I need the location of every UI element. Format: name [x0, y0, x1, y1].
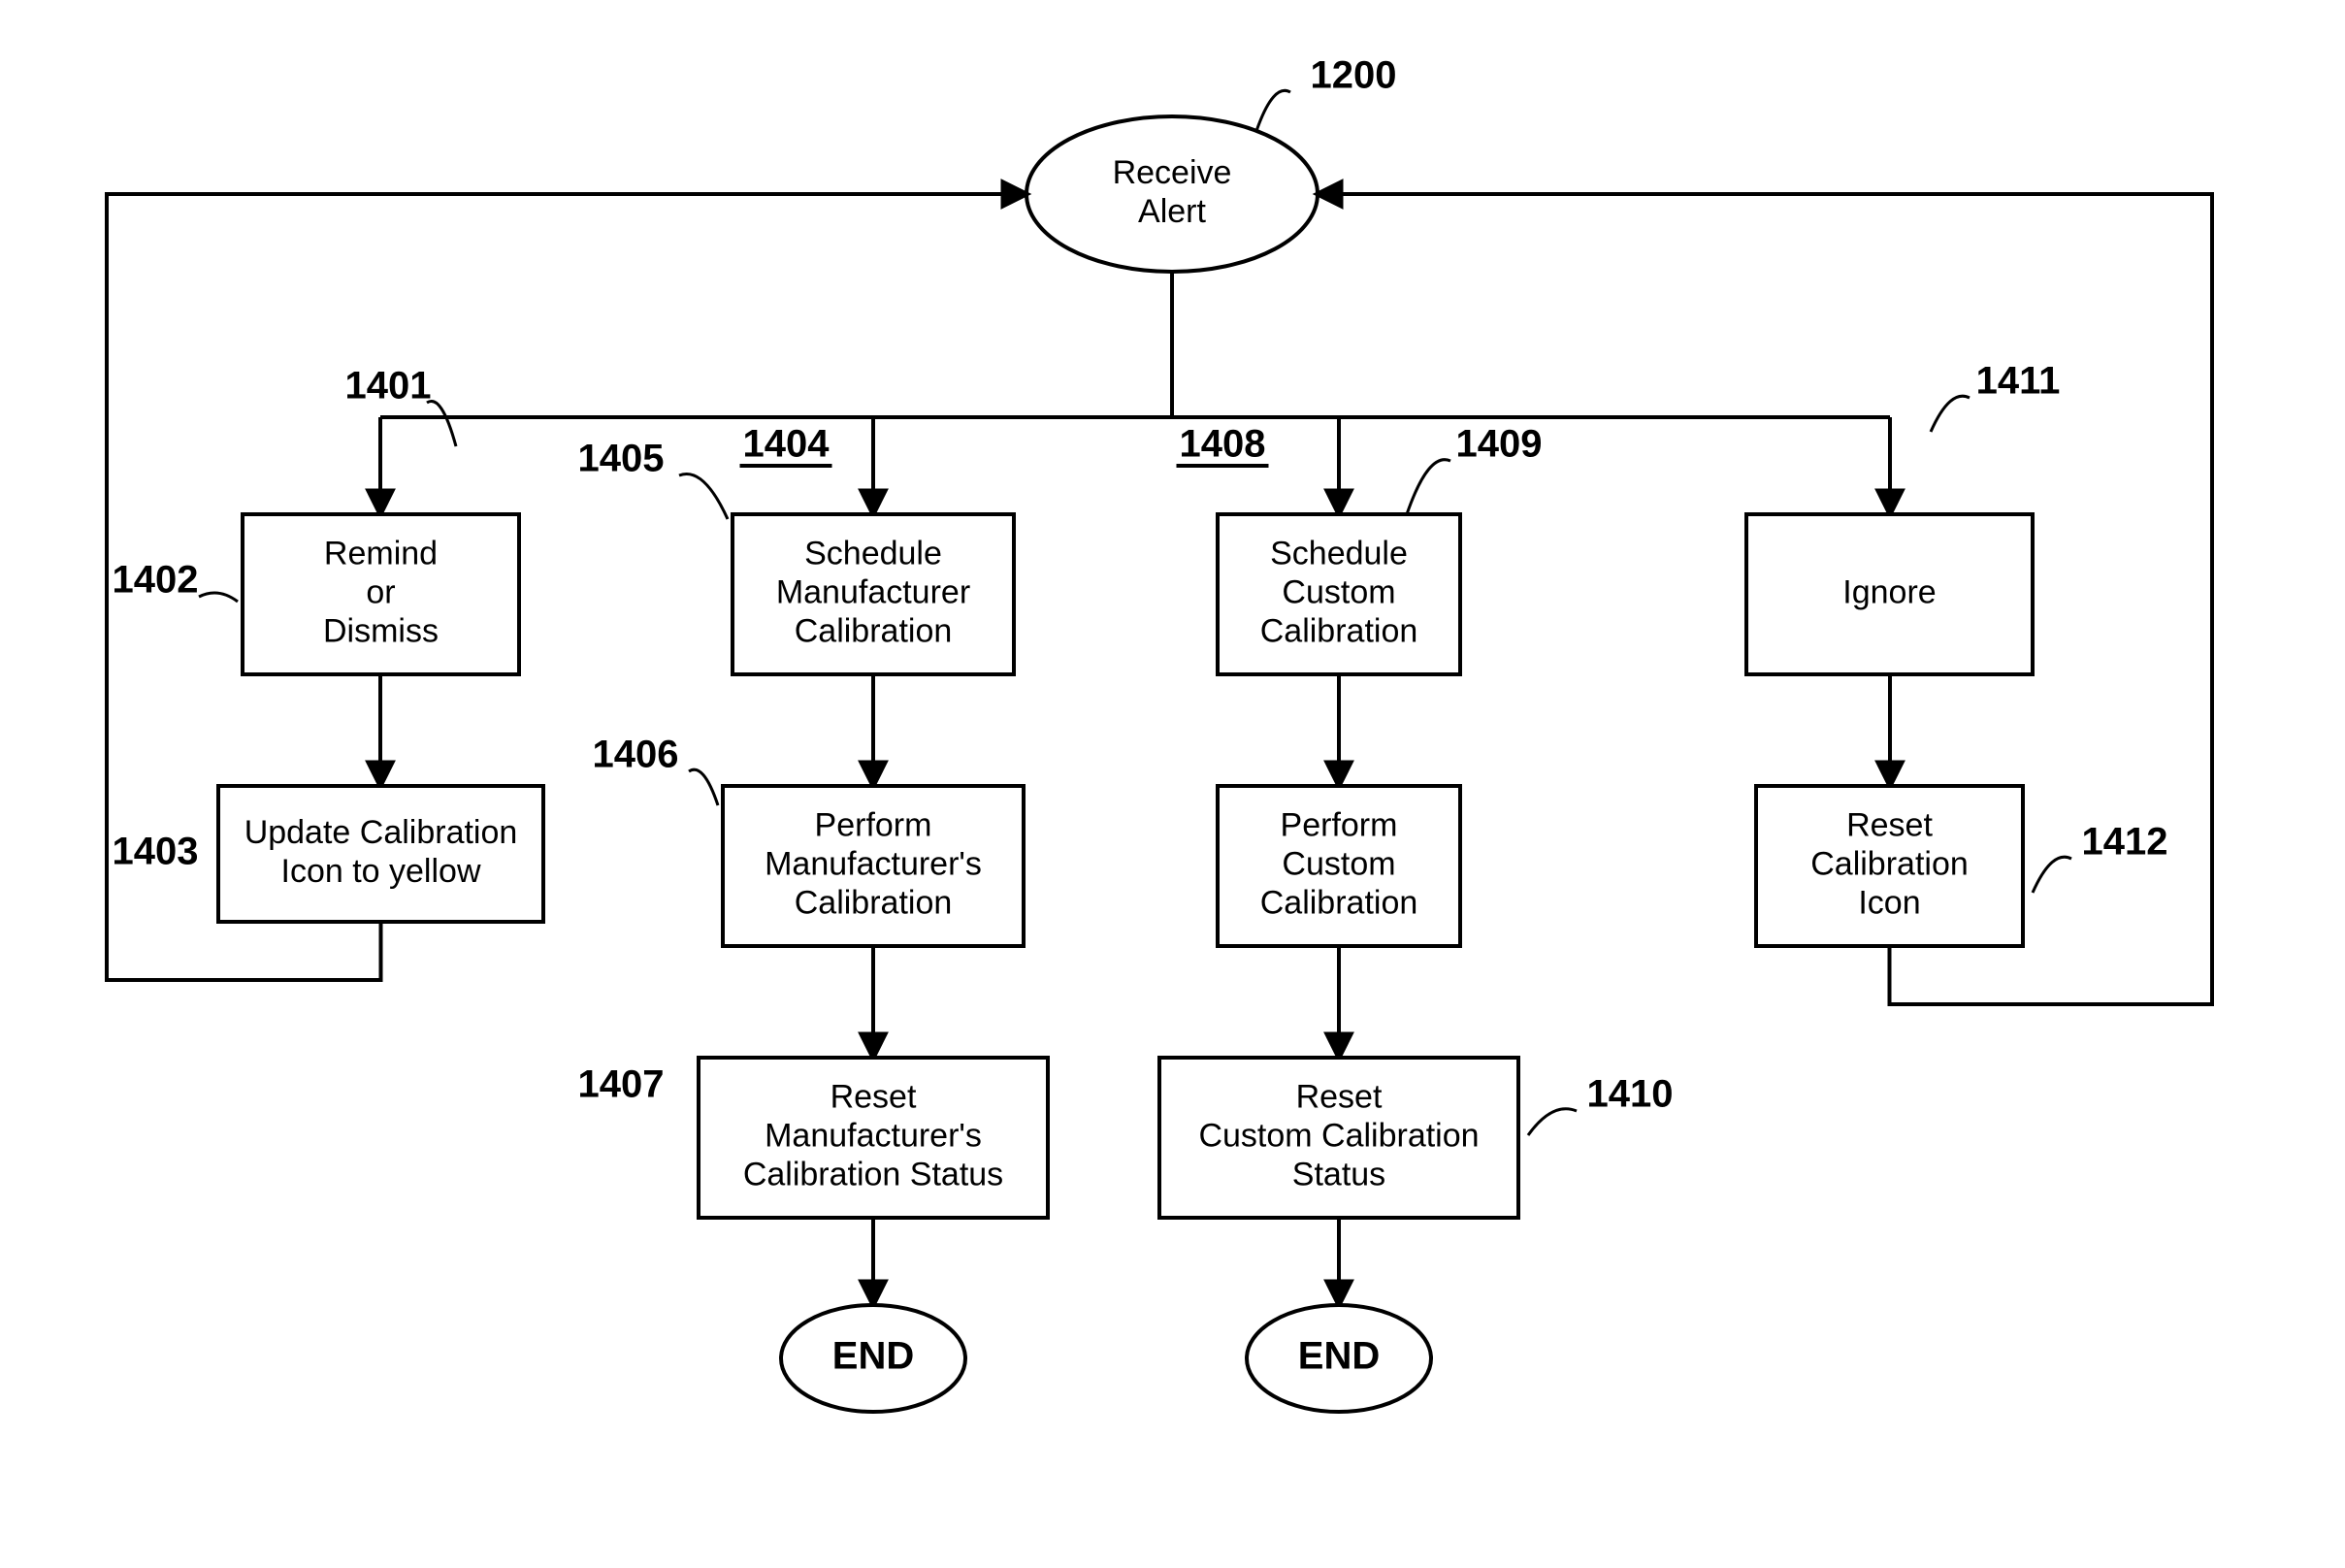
- svg-text:Calibration: Calibration: [795, 612, 953, 649]
- ref-1409: 1409: [1456, 423, 1543, 466]
- ref-1200: 1200: [1311, 54, 1397, 97]
- svg-text:Calibration: Calibration: [795, 884, 953, 921]
- svg-text:Reset: Reset: [831, 1078, 917, 1115]
- ref-leader: [199, 593, 238, 602]
- svg-text:Schedule: Schedule: [1270, 535, 1408, 572]
- ref-leader: [2033, 857, 2071, 893]
- ref-1408: 1408: [1180, 423, 1266, 466]
- svg-text:Manufacturer's: Manufacturer's: [765, 845, 982, 882]
- svg-text:or: or: [366, 573, 395, 610]
- ref-1411: 1411: [1976, 360, 2061, 403]
- ref-leader: [1407, 460, 1450, 514]
- ref-1412: 1412: [2082, 821, 2168, 864]
- svg-text:Remind: Remind: [324, 535, 438, 572]
- svg-text:Icon: Icon: [1858, 884, 1920, 921]
- svg-text:Perform: Perform: [815, 806, 932, 843]
- svg-text:Receive: Receive: [1113, 154, 1232, 191]
- ref-leader: [1931, 396, 1970, 432]
- ref-1407: 1407: [578, 1063, 665, 1106]
- flowchart-diagram: ReceiveAlert RemindorDismiss Update Calibr…: [0, 0, 2345, 1568]
- svg-text:Custom: Custom: [1282, 573, 1395, 610]
- svg-text:Icon to yellow: Icon to yellow: [281, 853, 481, 890]
- ref-1410: 1410: [1587, 1073, 1674, 1116]
- svg-text:Update Calibration: Update Calibration: [244, 814, 518, 851]
- ref-1403: 1403: [113, 831, 199, 873]
- svg-text:Custom Calibration: Custom Calibration: [1198, 1117, 1479, 1154]
- ref-1405: 1405: [578, 438, 665, 480]
- svg-text:Schedule: Schedule: [804, 535, 942, 572]
- ref-leader: [427, 401, 456, 446]
- svg-text:Manufacturer: Manufacturer: [776, 573, 970, 610]
- svg-text:Manufacturer's: Manufacturer's: [765, 1117, 982, 1154]
- svg-text:Calibration: Calibration: [1260, 612, 1418, 649]
- svg-text:Custom: Custom: [1282, 845, 1395, 882]
- ref-leader: [1528, 1109, 1577, 1135]
- svg-text:END: END: [1298, 1335, 1380, 1378]
- ref-leader: [1256, 90, 1290, 131]
- svg-text:Status: Status: [1292, 1156, 1385, 1192]
- ref-leader: [679, 474, 728, 519]
- svg-text:Calibration: Calibration: [1810, 845, 1969, 882]
- svg-text:Reset: Reset: [1846, 806, 1933, 843]
- svg-text:Dismiss: Dismiss: [323, 612, 439, 649]
- svg-text:Reset: Reset: [1296, 1078, 1383, 1115]
- ref-leader: [689, 769, 718, 805]
- svg-text:Calibration: Calibration: [1260, 884, 1418, 921]
- svg-text:Ignore: Ignore: [1842, 573, 1936, 610]
- ref-1401: 1401: [345, 365, 432, 408]
- svg-text:Alert: Alert: [1138, 193, 1206, 230]
- ref-1406: 1406: [593, 734, 679, 776]
- svg-text:Calibration Status: Calibration Status: [743, 1156, 1003, 1192]
- svg-text:END: END: [832, 1335, 914, 1378]
- ref-1402: 1402: [113, 559, 199, 602]
- ref-1404: 1404: [743, 423, 831, 466]
- svg-text:Perform: Perform: [1281, 806, 1398, 843]
